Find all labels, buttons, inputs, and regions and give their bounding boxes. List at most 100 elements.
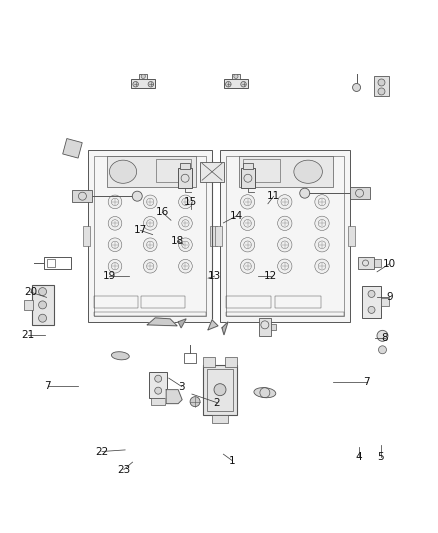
Text: 7: 7 [45,381,51,391]
Bar [348,226,355,246]
Bar [107,156,196,187]
Text: 5: 5 [377,452,384,462]
Circle shape [278,259,292,273]
Text: 16: 16 [155,207,169,217]
Bar [241,168,255,188]
Bar [180,163,190,169]
Circle shape [39,314,46,322]
Bar [200,162,224,182]
Bar [232,74,240,79]
Text: 8: 8 [381,333,388,343]
Bar [381,298,389,306]
Bar [95,156,206,316]
Circle shape [214,384,226,395]
Text: 14: 14 [230,211,243,221]
Ellipse shape [111,352,129,360]
Text: 21: 21 [21,329,35,340]
Bar [141,296,185,308]
Bar [72,190,92,202]
Circle shape [143,238,157,252]
Bar [374,77,389,96]
Polygon shape [208,320,218,330]
Bar [88,150,212,322]
Circle shape [141,74,145,78]
Polygon shape [178,319,186,328]
Circle shape [143,216,157,230]
Polygon shape [166,390,182,403]
Circle shape [39,288,46,296]
Text: 18: 18 [171,236,184,246]
Bar [357,257,374,269]
Text: 7: 7 [363,377,370,387]
Text: 17: 17 [134,225,147,236]
Bar [46,259,54,267]
Text: 12: 12 [264,271,277,281]
Text: 4: 4 [355,452,362,462]
Bar [240,156,333,187]
Circle shape [155,375,162,382]
Circle shape [108,216,122,230]
Bar [32,285,53,325]
Bar [178,168,192,188]
Circle shape [378,79,385,86]
Circle shape [179,238,192,252]
Circle shape [315,238,329,252]
Text: 2: 2 [213,398,220,408]
Circle shape [108,260,122,273]
Text: 10: 10 [383,259,396,269]
Circle shape [226,82,231,87]
Circle shape [39,301,46,309]
Text: 1: 1 [229,456,235,465]
Circle shape [143,260,157,273]
Circle shape [378,346,386,354]
Circle shape [278,216,292,230]
Bar [131,79,155,88]
Circle shape [133,82,138,87]
Bar [212,415,228,423]
Circle shape [315,259,329,273]
Circle shape [190,397,200,407]
Bar [226,156,343,316]
Text: 19: 19 [102,271,116,281]
Bar [207,369,233,410]
Circle shape [143,195,157,209]
Bar [224,79,248,88]
Circle shape [234,74,238,78]
Bar [350,187,370,199]
Text: 23: 23 [117,465,131,474]
Circle shape [240,195,255,209]
Circle shape [368,290,375,297]
Circle shape [179,195,192,209]
Bar [275,296,321,308]
Bar [139,74,148,79]
Circle shape [132,191,142,201]
Text: 9: 9 [386,292,392,302]
Circle shape [240,216,255,230]
Bar [210,226,217,246]
Bar [243,163,253,169]
Circle shape [155,387,162,394]
Bar [156,159,191,182]
Bar [226,357,237,367]
Text: 22: 22 [95,447,109,456]
Bar [149,372,167,398]
Bar [151,398,165,405]
Circle shape [148,82,154,87]
Text: 15: 15 [184,197,197,207]
Bar [220,150,350,322]
Circle shape [240,259,255,273]
Circle shape [179,216,192,230]
Polygon shape [63,139,82,158]
Circle shape [240,238,255,252]
Bar [271,324,276,330]
Circle shape [353,84,360,92]
Bar [95,296,138,308]
Bar [259,318,271,336]
Bar [202,357,215,367]
Bar [215,226,222,246]
Text: 13: 13 [208,271,221,281]
Bar [43,257,71,269]
Bar [374,259,381,267]
Circle shape [278,238,292,252]
Circle shape [377,330,388,341]
